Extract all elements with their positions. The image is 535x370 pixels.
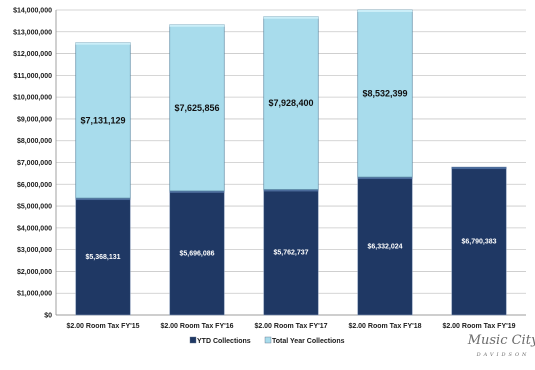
y-tick-label: $0	[44, 313, 52, 320]
legend-label: YTD Collections	[197, 338, 251, 345]
legend-label: Total Year Collections	[272, 338, 345, 345]
bar-total-bevel	[169, 24, 225, 27]
data-label-ytd: $6,790,383	[461, 239, 496, 246]
data-label-ytd: $6,332,024	[367, 244, 402, 251]
bar-ytd-collections	[75, 197, 131, 316]
legend-swatch	[189, 336, 197, 344]
bar-series: $5,368,131 $7,131,129 $5,696,086 $7,625,856…	[75, 9, 507, 316]
y-tick-label: $6,000,000	[17, 182, 52, 189]
bar-total-year-collections	[75, 42, 131, 199]
data-label-ytd: $5,762,737	[273, 250, 308, 257]
x-axis-categories: $2.00 Room Tax FY'15 $2.00 Room Tax FY'16…	[66, 323, 515, 330]
bar-total-year-collections	[357, 9, 413, 178]
bar-total-year-collections	[169, 24, 225, 192]
y-tick-label: $1,000,000	[17, 291, 52, 298]
bar-ytd-bevel	[451, 167, 507, 170]
bar-ytd-bevel	[75, 198, 131, 201]
x-category-label: $2.00 Room Tax FY'19	[442, 323, 515, 330]
y-tick-label: $5,000,000	[17, 204, 52, 211]
y-axis-ticks: $0 $1,000,000 $2,000,000 $3,000,000 $4,000,0…	[13, 8, 52, 320]
bar-ytd-collections	[451, 166, 507, 316]
x-category-label: $2.00 Room Tax FY'17	[254, 323, 327, 330]
bar-total-year-collections	[263, 16, 319, 190]
logo-subtext: DAVIDSON	[476, 352, 530, 358]
y-tick-label: $13,000,000	[13, 29, 52, 36]
data-label-total-year: $8,532,399	[362, 89, 407, 99]
y-tick-label: $8,000,000	[17, 138, 52, 145]
y-tick-label: $14,000,000	[13, 8, 52, 15]
bar-total-bevel	[263, 16, 319, 19]
bar-total-bevel	[75, 42, 131, 45]
y-tick-label: $9,000,000	[17, 116, 52, 123]
y-tick-label: $4,000,000	[17, 225, 52, 232]
bar-total-bevel	[357, 10, 413, 12]
bar-ytd-bevel	[357, 177, 413, 180]
data-label-ytd: $5,368,131	[85, 254, 120, 261]
data-label-ytd: $5,696,086	[179, 250, 214, 257]
legend: YTD Collections Total Year Collections	[189, 336, 345, 345]
bar-ytd-bevel	[169, 190, 225, 193]
bar-ytd-collections	[263, 189, 319, 316]
y-tick-label: $2,000,000	[17, 269, 52, 276]
data-label-total-year: $7,928,400	[268, 98, 313, 108]
y-tick-label: $11,000,000	[13, 73, 52, 80]
logo: Music City DAVIDSON	[467, 333, 535, 358]
legend-swatch	[264, 336, 272, 344]
data-label-total-year: $7,131,129	[80, 115, 125, 125]
y-tick-label: $7,000,000	[17, 160, 52, 167]
y-tick-label: $10,000,000	[13, 95, 52, 102]
y-tick-label: $3,000,000	[17, 247, 52, 254]
x-category-label: $2.00 Room Tax FY'15	[66, 323, 139, 330]
x-category-label: $2.00 Room Tax FY'16	[160, 323, 233, 330]
bar-ytd-bevel	[263, 189, 319, 192]
data-label-total-year: $7,625,856	[174, 103, 219, 113]
bar-ytd-collections	[169, 190, 225, 316]
bar-ytd-collections	[357, 176, 413, 316]
x-category-label: $2.00 Room Tax FY'18	[348, 323, 421, 330]
logo-text: Music City	[467, 333, 535, 348]
y-tick-label: $12,000,000	[13, 51, 52, 58]
